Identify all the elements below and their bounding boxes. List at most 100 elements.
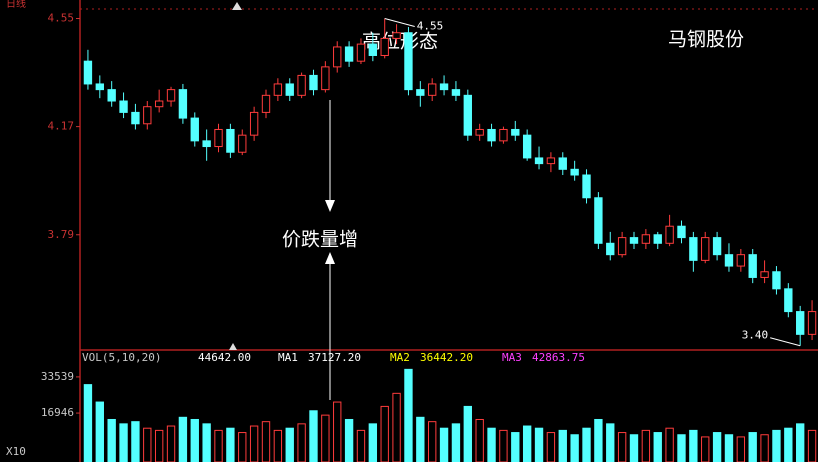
- volume-bar: [190, 418, 199, 462]
- candle-body: [724, 254, 734, 267]
- volume-bar: [784, 427, 793, 462]
- volume-bar: [238, 432, 247, 462]
- volume-bar: [392, 392, 401, 462]
- y-tick-label: 4.55: [48, 11, 75, 24]
- volume-bar: [617, 432, 627, 462]
- candle-body: [594, 197, 603, 244]
- volume-bar: [356, 429, 366, 462]
- volume-bar: [487, 427, 496, 462]
- volume-bar: [249, 425, 259, 462]
- volume-bar: [463, 405, 472, 462]
- volume-indicator: VOL(5,10,20): [82, 351, 161, 364]
- candle-body: [558, 157, 567, 170]
- volume-bar: [166, 425, 176, 462]
- volume-bar: [594, 418, 603, 462]
- volume-bar: [333, 401, 342, 462]
- candle-body: [416, 89, 425, 96]
- volume-bar: [309, 410, 318, 462]
- volume-bar: [83, 384, 93, 462]
- volume-bar: [807, 429, 817, 462]
- candle-body: [368, 43, 378, 56]
- volume-bar: [570, 434, 579, 462]
- candle-body: [748, 254, 757, 278]
- candle-body: [131, 111, 140, 125]
- candle-body: [249, 111, 259, 136]
- volume-current: 44642.00: [198, 351, 251, 364]
- candle-body: [261, 94, 271, 113]
- candle-body: [285, 83, 294, 96]
- ma-name: MA2: [390, 351, 410, 364]
- volume-bar: [641, 429, 651, 462]
- candle-body: [107, 89, 116, 102]
- candle-body: [214, 128, 223, 148]
- volume-bar: [511, 432, 520, 462]
- volume-bar: [534, 427, 544, 462]
- arrow-head: [325, 200, 335, 212]
- candle-body: [534, 157, 544, 165]
- candle-body: [475, 128, 484, 136]
- marker-triangle: [229, 2, 242, 350]
- volume-bar: [344, 418, 354, 462]
- candle-body: [641, 234, 651, 244]
- volume-bar: [606, 423, 615, 462]
- volume-bar: [261, 421, 271, 462]
- volume-bar: [380, 405, 389, 462]
- candle-body: [190, 117, 199, 142]
- candle-body: [428, 83, 437, 96]
- volume-bar: [760, 434, 769, 462]
- period-label: 日线: [6, 0, 26, 10]
- volume-bar: [724, 434, 734, 462]
- candle-body: [154, 100, 164, 108]
- candle-body: [95, 83, 104, 91]
- low-marker: 3.40: [742, 329, 769, 342]
- volume-bar: [143, 427, 152, 462]
- volume-bar: [107, 418, 116, 462]
- volume-bar: [439, 427, 449, 462]
- candle-body: [380, 37, 389, 56]
- candle-body: [582, 174, 591, 199]
- volume-bar: [499, 429, 508, 462]
- volume-bar: [546, 432, 556, 462]
- volume-bar: [665, 427, 674, 462]
- candle-body: [309, 74, 318, 91]
- volume-bar: [712, 432, 722, 462]
- unit-label: X10: [6, 445, 26, 458]
- volume-bar: [131, 421, 140, 462]
- high-marker: 4.55: [417, 19, 444, 32]
- volume-bar: [368, 423, 378, 462]
- candle-body: [712, 237, 722, 256]
- volume-bar: [178, 416, 188, 462]
- volume-bar: [95, 401, 104, 462]
- candle-body: [796, 311, 805, 335]
- candle-body: [451, 89, 461, 96]
- volume-bar: [202, 423, 211, 462]
- y-tick-label: 3.79: [48, 228, 75, 241]
- candle-body: [439, 83, 449, 91]
- candle-body: [356, 43, 366, 62]
- candle-body: [238, 134, 247, 153]
- volume-bar: [273, 429, 283, 462]
- candle-body: [344, 46, 354, 62]
- volume-bar: [629, 434, 639, 462]
- candle-body: [772, 271, 781, 290]
- candle-body: [297, 74, 306, 96]
- candle-body: [166, 89, 176, 102]
- candle-body: [333, 46, 342, 68]
- candle-body: [760, 271, 769, 278]
- candle-body: [736, 254, 746, 267]
- volume-bar: [475, 418, 484, 462]
- arrow-head: [325, 252, 335, 264]
- volume-bar: [772, 429, 781, 462]
- candle-body: [511, 128, 520, 136]
- candle-body: [677, 225, 686, 239]
- volume-bar: [416, 416, 425, 462]
- candle-body: [119, 100, 128, 113]
- volume-bar: [297, 423, 306, 462]
- ma-value: 42863.75: [532, 351, 585, 364]
- volume-bar: [582, 427, 591, 462]
- candle-body: [689, 237, 698, 261]
- volume-bar: [796, 423, 805, 462]
- ma-name: MA3: [502, 351, 522, 364]
